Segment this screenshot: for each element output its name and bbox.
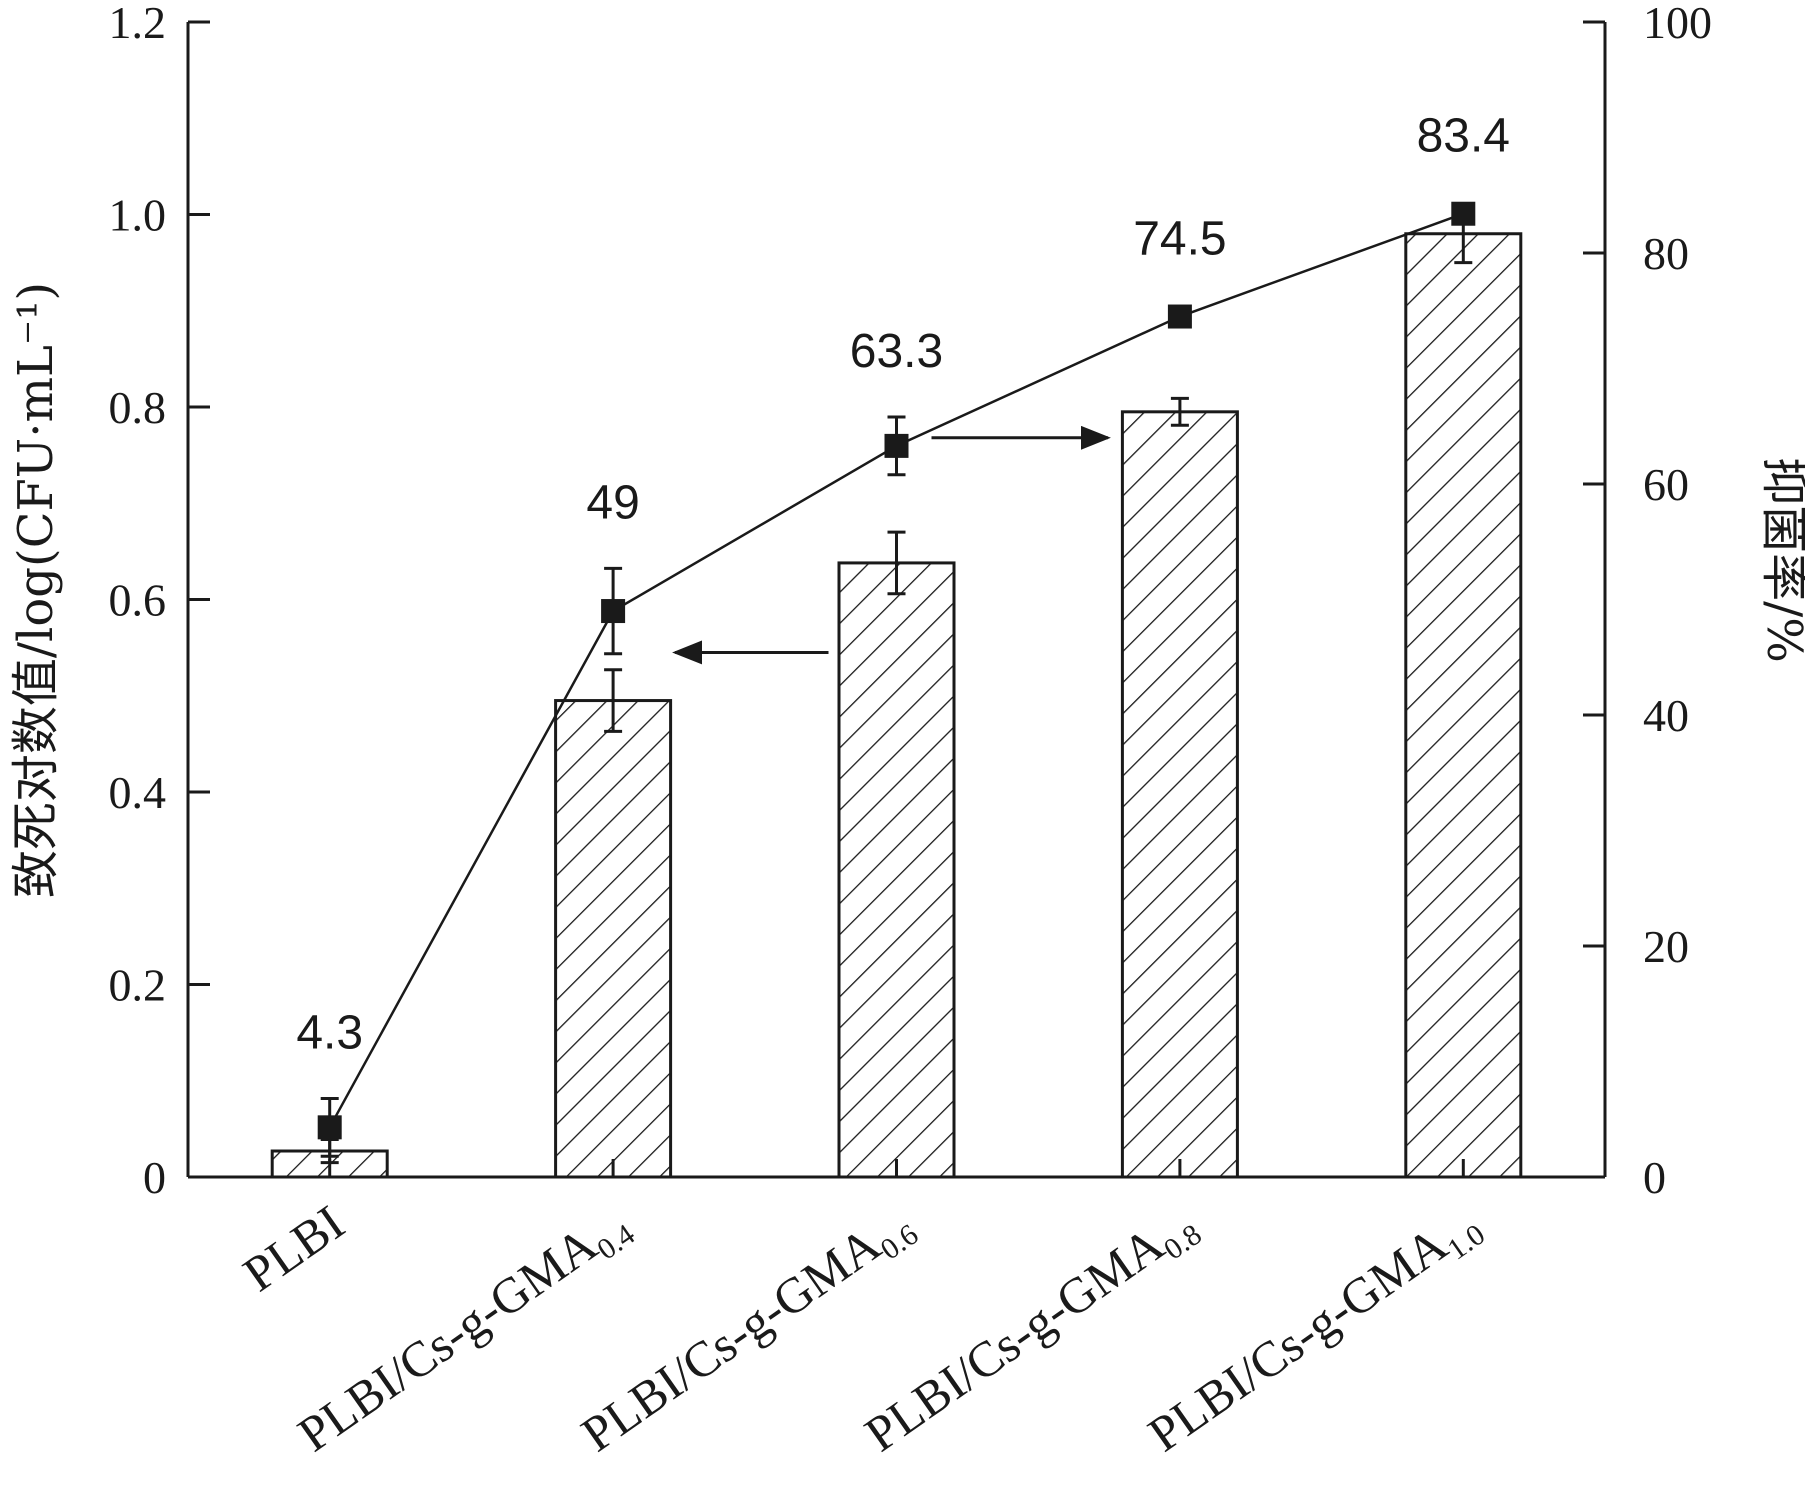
bar <box>1404 232 1523 1179</box>
left-tick-label: 1.2 <box>109 0 167 48</box>
line-marker-square <box>884 433 909 458</box>
left-tick-label: 0.2 <box>109 960 167 1011</box>
line-data-label: 4.3 <box>296 1006 363 1059</box>
bar-group <box>1404 203 1523 1179</box>
bar-group <box>1120 396 1239 1179</box>
line-data-label: 63.3 <box>850 325 943 378</box>
bar <box>837 561 956 1179</box>
line-marker-square <box>601 599 626 624</box>
x-category-label: PLBI <box>233 1194 354 1302</box>
right-axis-title: 抑菌率/% <box>1756 457 1805 663</box>
left-tick-label: 1.0 <box>109 190 167 241</box>
x-category-main: PLBI <box>233 1194 354 1302</box>
left-tick-label: 0.4 <box>109 767 167 818</box>
left-tick-label: 0.6 <box>109 575 167 626</box>
right-tick-label: 0 <box>1643 1152 1666 1203</box>
bar-series <box>270 203 1523 1179</box>
line-marker-square <box>317 1115 342 1140</box>
right-tick-label: 60 <box>1643 459 1689 510</box>
bar <box>1120 410 1239 1179</box>
line-marker-square <box>1167 304 1192 329</box>
x-axis-labels: PLBIPLBI/Cs-g-GMA0.4PLBI/Cs-g-GMA0.6PLBI… <box>233 1194 1491 1462</box>
line-marker-square <box>1451 201 1476 226</box>
line-data-label: 83.4 <box>1417 110 1510 163</box>
right-axis: 0 20 40 60 80 100 <box>1583 0 1712 1203</box>
right-tick-label: 80 <box>1643 228 1689 279</box>
left-tick-label: 0 <box>143 1152 166 1203</box>
bar <box>554 699 673 1179</box>
line-series: 4.3 49 63.3 74.5 83.4 <box>296 110 1510 1158</box>
line-data-label: 49 <box>586 476 639 529</box>
left-tick-label: 0.8 <box>109 382 167 433</box>
line-data-label: 74.5 <box>1133 213 1226 266</box>
left-axis: 0 0.2 0.4 0.6 0.8 1.0 1.2 <box>109 0 210 1203</box>
annotations <box>672 425 1111 665</box>
bar-group <box>837 530 956 1179</box>
right-tick-label: 100 <box>1643 0 1712 48</box>
right-tick-label: 40 <box>1643 690 1689 741</box>
right-tick-label: 20 <box>1643 921 1689 972</box>
bar-group <box>554 668 673 1179</box>
left-axis-title: 致死对数值/log(CFU·mL⁻¹) <box>8 282 64 898</box>
